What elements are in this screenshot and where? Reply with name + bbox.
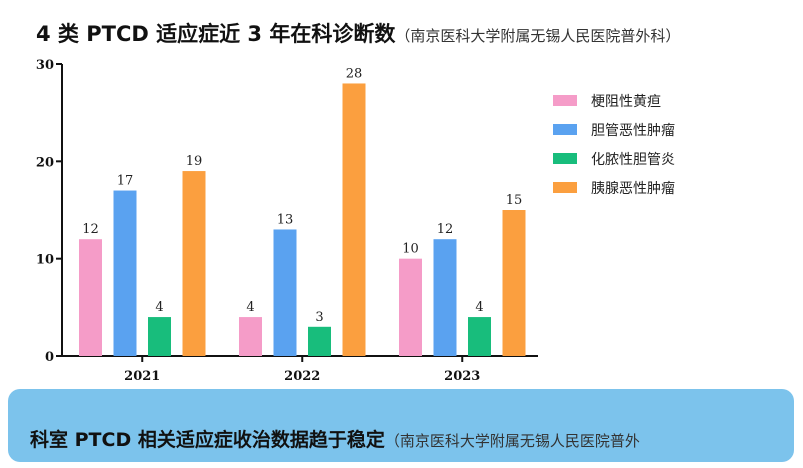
legend-swatch xyxy=(553,95,577,106)
bar-value-label: 10 xyxy=(402,242,419,257)
legend-label: 胆管恶性肿瘤 xyxy=(591,122,675,139)
bar-value-label: 28 xyxy=(346,66,363,81)
bar xyxy=(433,239,457,356)
bar-chart: 0 10 20 30 12 17 4 19 2021 4 13 3 28 2022 10 12 4 15 2023 xyxy=(36,58,538,384)
y-tick-label: 20 xyxy=(36,155,54,170)
x-tick-label: 2022 xyxy=(284,369,320,384)
chart-title-main: 4 类 PTCD 适应症近 3 年在科诊断数 xyxy=(36,22,396,46)
bar xyxy=(468,317,491,356)
bar-value-label: 12 xyxy=(82,222,99,237)
legend-label: 梗阻性黄疸 xyxy=(591,93,661,110)
legend-item: 化脓性胆管炎 xyxy=(553,144,675,173)
bar xyxy=(148,317,171,356)
bar-value-label: 3 xyxy=(315,310,323,325)
bar xyxy=(342,83,366,356)
banner-text: 科室 PTCD 相关适应症收治数据趋于稳定（南京医科大学附属无锡人民医院普外 xyxy=(30,425,640,452)
chart-title: 4 类 PTCD 适应症近 3 年在科诊断数（南京医科大学附属无锡人民医院普外科… xyxy=(36,18,680,48)
chart-plot-area: 0 10 20 30 12 17 4 19 2021 4 13 3 28 2022 10 12 4 15 2023 xyxy=(36,58,538,384)
bar xyxy=(182,171,206,356)
legend-swatch xyxy=(553,124,577,135)
bar xyxy=(113,190,137,356)
x-tick-label: 2023 xyxy=(444,369,480,384)
legend-item: 胆管恶性肿瘤 xyxy=(553,115,675,144)
bar-value-label: 19 xyxy=(186,154,203,169)
chart-legend: 梗阻性黄疸胆管恶性肿瘤 化脓性胆管炎 胰腺恶性肿瘤 xyxy=(553,86,675,202)
bar-value-label: 13 xyxy=(277,212,294,227)
bar xyxy=(399,258,422,356)
bar xyxy=(79,239,102,356)
bar-value-label: 17 xyxy=(117,174,134,189)
bar-value-label: 4 xyxy=(246,300,254,315)
legend-label: 胰腺恶性肿瘤 xyxy=(591,180,675,197)
bar xyxy=(308,326,331,356)
bar-value-label: 4 xyxy=(475,300,483,315)
x-tick-label: 2021 xyxy=(124,369,160,384)
bar xyxy=(273,229,297,356)
bar-value-label: 12 xyxy=(437,222,454,237)
banner-main-text: 科室 PTCD 相关适应症收治数据趋于稳定 xyxy=(30,429,385,451)
chart-title-source: （南京医科大学附属无锡人民医院普外科） xyxy=(395,27,681,45)
legend-label: 化脓性胆管炎 xyxy=(591,151,675,168)
legend-swatch xyxy=(553,182,577,193)
y-tick-label: 0 xyxy=(45,350,54,365)
legend-item: 梗阻性黄疸 xyxy=(553,86,675,115)
y-tick-label: 10 xyxy=(36,253,54,268)
y-tick-label: 30 xyxy=(36,58,54,73)
bar xyxy=(502,210,526,356)
banner-source-text: （南京医科大学附属无锡人民医院普外 xyxy=(384,432,640,450)
bar-value-label: 4 xyxy=(155,300,163,315)
bar xyxy=(239,317,262,356)
legend-item: 胰腺恶性肿瘤 xyxy=(553,173,675,202)
summary-banner: 科室 PTCD 相关适应症收治数据趋于稳定（南京医科大学附属无锡人民医院普外 xyxy=(8,389,794,462)
bar-value-label: 15 xyxy=(506,193,523,208)
legend-swatch xyxy=(553,153,577,164)
